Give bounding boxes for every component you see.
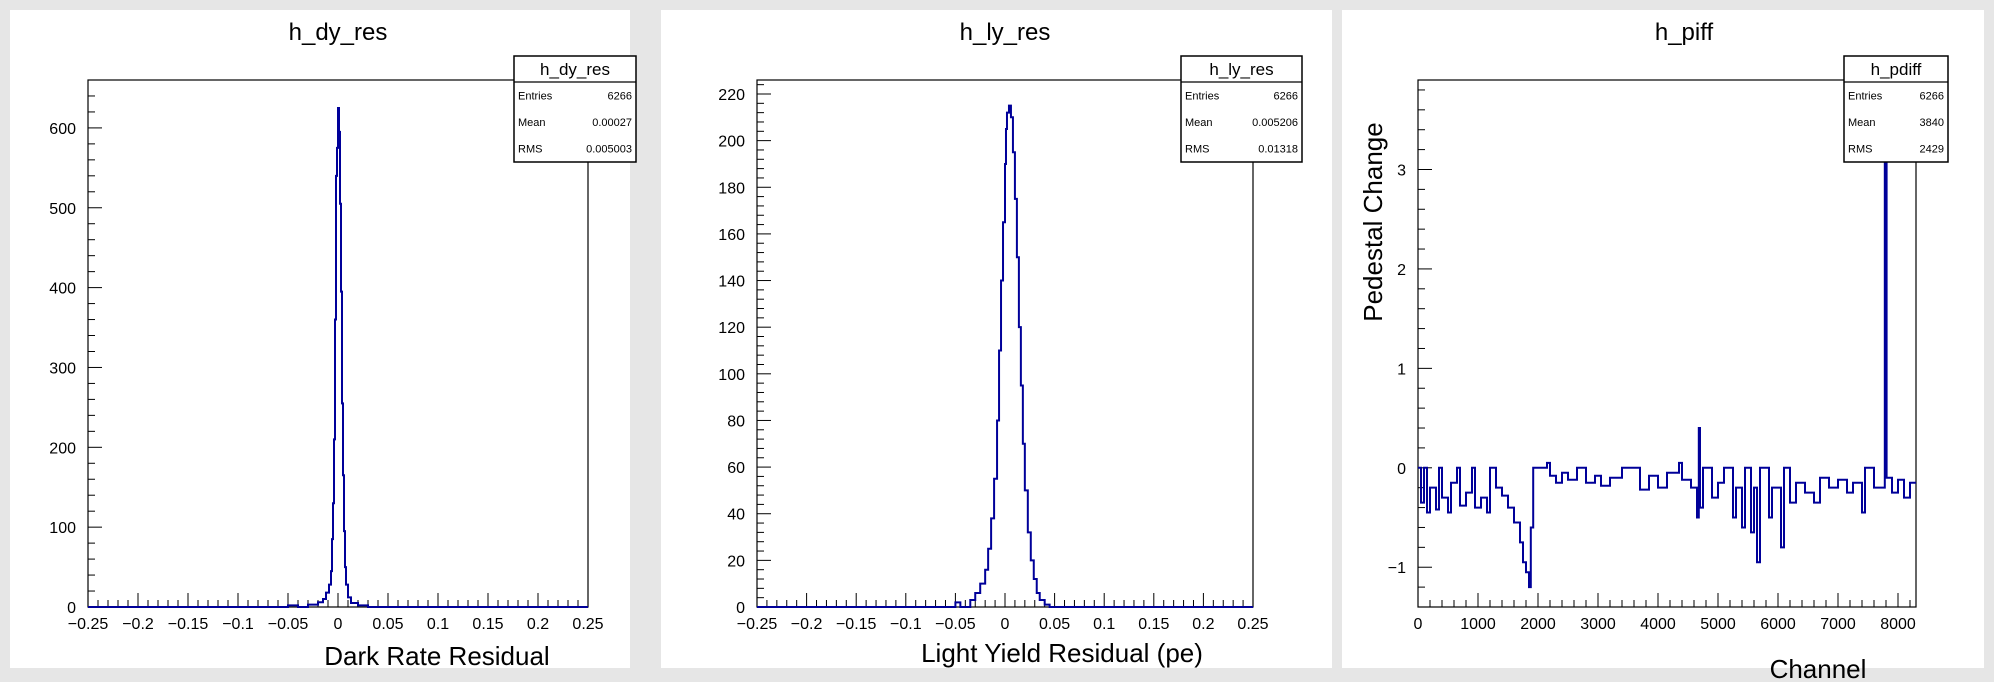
stats-row-value: 0.005206	[1252, 117, 1298, 129]
y-tick-label: 40	[727, 507, 745, 524]
x-tick-label: 2000	[1520, 616, 1556, 633]
stats-row-value: 6266	[608, 90, 632, 102]
y-tick-label: 60	[727, 460, 745, 477]
x-tick-label: 5000	[1700, 616, 1736, 633]
y-tick-label: 600	[49, 121, 76, 138]
stats-box-frame	[1843, 55, 1949, 163]
x-tick-label: −0.1	[222, 616, 254, 633]
x-axis-label: Dark Rate Residual	[324, 641, 549, 671]
y-tick-label: 120	[718, 320, 745, 337]
stats-box-frame	[513, 55, 637, 163]
x-tick-label: 0	[334, 616, 343, 633]
chart-title: h_dy_res	[289, 19, 388, 46]
chart-title: h_piff	[1655, 19, 1714, 46]
x-tick-label: 6000	[1760, 616, 1796, 633]
pad-2: h_ly_res −0.25 −0.2 −0.15 −0.1 −0.05 0 0.05 0.1 0…	[661, 10, 1332, 668]
stats-row-label: Entries	[518, 90, 553, 102]
stats-row-label: RMS	[518, 144, 542, 156]
x-tick-label: 0	[1001, 616, 1010, 633]
plot-frame	[1417, 79, 1917, 608]
y-tick-label: 300	[49, 360, 76, 377]
y-tick-label: 180	[718, 180, 745, 197]
stats-row-label: RMS	[1185, 144, 1209, 156]
stats-row-value: 6266	[1920, 90, 1944, 102]
y-tick-label: 0	[67, 600, 76, 617]
stats-box-name: h_ly_res	[1209, 60, 1273, 79]
x-axis-label: Light Yield Residual (pe)	[921, 638, 1203, 668]
y-tick-label: 0	[1397, 461, 1406, 478]
y-tick-label: 1	[1397, 361, 1406, 378]
stats-row-label: Entries	[1185, 90, 1220, 102]
stats-row-value: 2429	[1920, 144, 1944, 156]
y-tick-label: 2	[1397, 262, 1406, 279]
y-tick-label: 400	[49, 281, 76, 298]
x-tick-label: −0.2	[791, 616, 823, 633]
y-tick-label: 3	[1397, 162, 1406, 179]
y-tick-label: 20	[727, 553, 745, 570]
stats-row-label: Mean	[518, 117, 546, 129]
chart-title: h_ly_res	[960, 19, 1051, 46]
y-tick-label: 140	[718, 274, 745, 291]
histogram-series-line	[757, 104, 1253, 608]
y-tick-label: 100	[49, 520, 76, 537]
y-tick-label: 80	[727, 413, 745, 430]
x-tick-label: −0.05	[935, 616, 976, 633]
y-tick-label: 500	[49, 201, 76, 218]
x-tick-label: 0.1	[1093, 616, 1115, 633]
stats-box: h_dy_res Entries 6266 Mean 0.00027 RMS 0.00500…	[513, 55, 637, 163]
x-tick-label: −0.2	[122, 616, 154, 633]
x-tick-label: 0.05	[1039, 616, 1070, 633]
stats-box: h_ly_res Entries 6266 Mean 0.005206 RMS 0.0131…	[1180, 55, 1303, 163]
stats-box-name: h_dy_res	[540, 60, 610, 79]
x-tick-label: 1000	[1460, 616, 1496, 633]
stats-row-label: Entries	[1848, 90, 1883, 102]
y-axis-label: Pedestal Change	[1358, 122, 1388, 321]
x-tick-label: −0.05	[268, 616, 309, 633]
x-tick-label: −0.25	[737, 616, 778, 633]
y-tick-label: 200	[49, 440, 76, 457]
x-tick-label: 8000	[1880, 616, 1916, 633]
stats-row-value: 0.01318	[1258, 144, 1298, 156]
histogram-series-line	[88, 106, 588, 608]
pad-1: h_dy_res −0.25 −0.2 −0.15 −0.1 −0.05 0 0.05 0.1 0…	[10, 10, 637, 671]
x-tick-label: 0.25	[572, 616, 603, 633]
x-tick-label: 7000	[1820, 616, 1856, 633]
stats-row-value: 3840	[1920, 117, 1944, 129]
x-tick-label: 4000	[1640, 616, 1676, 633]
y-tick-label: −1	[1388, 560, 1406, 577]
x-tick-label: −0.15	[168, 616, 209, 633]
stats-row-label: Mean	[1848, 117, 1876, 129]
stats-row-label: Mean	[1185, 117, 1213, 129]
x-axis-label: Channel	[1770, 654, 1867, 682]
stats-box: h_pdiff Entries 6266 Mean 3840 RMS 2429	[1843, 55, 1949, 163]
x-tick-label: 0.1	[427, 616, 449, 633]
y-tick-label: 100	[718, 367, 745, 384]
x-tick-label: 3000	[1580, 616, 1616, 633]
x-tick-label: −0.1	[890, 616, 922, 633]
histogram-series-line	[1418, 88, 1916, 589]
stats-row-value: 6266	[1274, 90, 1298, 102]
x-tick-label: 0.15	[1138, 616, 1169, 633]
x-tick-label: 0	[1414, 616, 1423, 633]
x-tick-label: 0.15	[472, 616, 503, 633]
x-tick-label: 0.05	[372, 616, 403, 633]
y-tick-label: 200	[718, 134, 745, 151]
x-tick-label: −0.15	[836, 616, 877, 633]
y-tick-label: 160	[718, 227, 745, 244]
stats-box-name: h_pdiff	[1871, 60, 1922, 79]
x-tick-label: 0.2	[527, 616, 549, 633]
stats-row-label: RMS	[1848, 144, 1872, 156]
stats-box-frame	[1180, 55, 1303, 163]
stats-row-value: 0.005003	[586, 144, 632, 156]
pad-3: h_piff 0 1000 2000 3000 4000 5000 6000 7000 8000 −…	[1342, 10, 1984, 682]
x-tick-label: −0.25	[68, 616, 109, 633]
x-tick-label: 0.2	[1192, 616, 1214, 633]
x-tick-label: 0.25	[1237, 616, 1268, 633]
stats-row-value: 0.00027	[592, 117, 632, 129]
y-tick-label: 220	[718, 87, 745, 104]
y-tick-label: 0	[736, 600, 745, 617]
